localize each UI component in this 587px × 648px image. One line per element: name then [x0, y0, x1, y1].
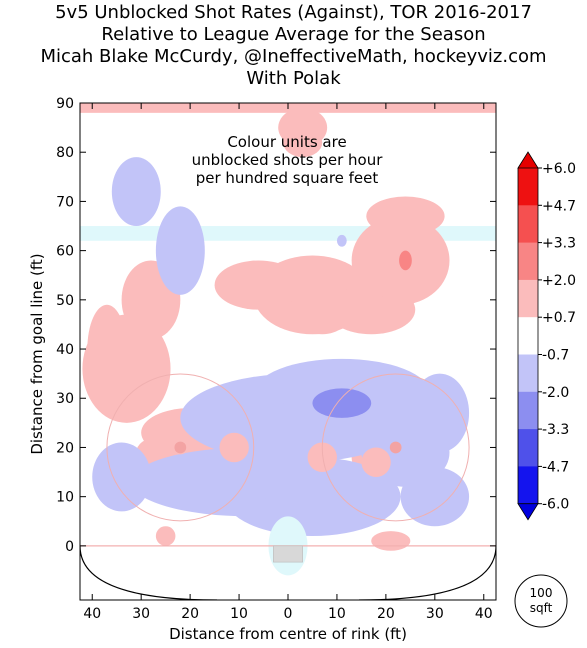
x-tick-label-0: 40	[83, 606, 101, 622]
colorbar-swatch-3	[518, 279, 538, 318]
colorbar-swatch-4	[518, 317, 538, 355]
colorbar-swatch-2	[518, 242, 538, 281]
annotation-line-3: per hundred square feet	[196, 169, 379, 187]
heat-region-24	[170, 250, 200, 290]
annotation-line-1: Colour units are	[227, 133, 346, 151]
colorbar-label-2: +3.3	[542, 236, 576, 252]
x-tick-label-7: 30	[426, 606, 444, 622]
annotation-line-2: unblocked shots per hour	[192, 151, 384, 169]
area-reference-circle	[514, 574, 568, 628]
heat-region-3	[91, 364, 104, 383]
axis-ticks: 40 30 20 10 0 10 20 30 40 0 10 20 30 40 50 60 70 80 90	[56, 96, 496, 622]
heat-region-14	[292, 285, 352, 335]
y-tick-label-4: 40	[56, 342, 74, 358]
y-tick-label-1: 10	[56, 490, 74, 506]
colorbar-swatch-6	[518, 391, 538, 430]
heatmap-layer	[80, 103, 496, 576]
y-axis-label: Distance from goal line (ft)	[28, 253, 46, 454]
colorbar-label-3: +2.0	[542, 273, 576, 289]
colorbar-label-1: +4.7	[542, 198, 576, 214]
heat-region-10	[283, 127, 323, 158]
colorbar: +6.0 +4.7 +3.3 +2.0 +0.7 -0.7 -2.0 -3.3 -4.7 -6.0	[517, 151, 576, 521]
heat-region-25	[336, 234, 347, 247]
title-line-4: With Polak	[246, 68, 341, 89]
boards-left	[80, 545, 218, 600]
y-tick-label-9: 90	[56, 96, 74, 112]
colorbar-label-8: -4.7	[542, 459, 569, 475]
boards-right	[358, 545, 496, 600]
y-tick-label-0: 0	[65, 539, 74, 555]
heat-region-21	[371, 531, 411, 551]
faceoff-circle-left	[106, 373, 255, 522]
colorbar-label-0: +6.0	[542, 161, 576, 177]
heat-region-40	[307, 442, 337, 473]
title-line-1: 5v5 Unblocked Shot Rates (Against), TOR …	[55, 2, 532, 23]
x-tick-label-5: 10	[328, 606, 346, 622]
heat-region-18	[399, 250, 412, 271]
heat-region-39	[219, 432, 249, 463]
colorbar-label-7: -3.3	[542, 422, 569, 438]
area-marker-value: 100	[530, 586, 553, 600]
y-tick-label-5: 50	[56, 293, 74, 309]
heat-region-34	[180, 472, 269, 512]
faceoff-dot-left	[174, 441, 187, 454]
colorbar-swatch-0	[518, 168, 538, 206]
title-line-3: Micah Blake McCurdy, @IneffectiveMath, h…	[40, 46, 547, 67]
goal-net	[273, 545, 303, 563]
heat-region-38	[317, 505, 328, 518]
rink-markings	[80, 373, 496, 600]
colorbar-swatch-7	[518, 429, 538, 467]
y-tick-label-7: 70	[56, 194, 74, 210]
faceoff-dot-right	[389, 441, 402, 454]
heat-region-12	[214, 260, 303, 310]
heat-region-16	[366, 196, 445, 236]
colorbar-label-5: -0.7	[542, 348, 569, 364]
colorbar-swatch-8	[518, 466, 538, 505]
colorbar-swatch-5	[518, 354, 538, 393]
x-tick-label-3: 10	[230, 606, 248, 622]
faceoff-circle-right	[321, 373, 470, 522]
area-marker-unit: sqft	[530, 601, 553, 615]
heat-region-29	[224, 457, 401, 537]
x-tick-label-2: 20	[181, 606, 199, 622]
colorbar-swatch-1	[518, 205, 538, 244]
x-axis-label: Distance from centre of rink (ft)	[169, 625, 407, 643]
heat-region-17	[376, 230, 426, 310]
colorbar-max-arrow	[517, 151, 539, 169]
heat-region-30	[92, 442, 151, 512]
y-tick-label-8: 80	[56, 145, 74, 161]
heat-region-8	[155, 526, 176, 546]
colorbar-label-4: +0.7	[542, 310, 576, 326]
heat-region-20	[361, 447, 391, 477]
title-block: 5v5 Unblocked Shot Rates (Against), TOR …	[0, 2, 587, 90]
y-tick-label-6: 60	[56, 244, 74, 260]
colorbar-min-arrow	[517, 503, 539, 521]
title-line-2: Relative to League Average for the Seaso…	[101, 24, 486, 45]
x-tick-label-1: 30	[132, 606, 150, 622]
heat-region-22	[111, 157, 161, 227]
y-tick-label-2: 20	[56, 440, 74, 456]
x-tick-label-6: 20	[377, 606, 395, 622]
colorbar-label-6: -2.0	[542, 385, 569, 401]
y-tick-label-3: 30	[56, 391, 74, 407]
colorbar-frame	[517, 168, 539, 504]
x-tick-label-4: 0	[284, 606, 293, 622]
x-tick-label-8: 40	[475, 606, 493, 622]
colorbar-label-9: -6.0	[542, 497, 569, 513]
